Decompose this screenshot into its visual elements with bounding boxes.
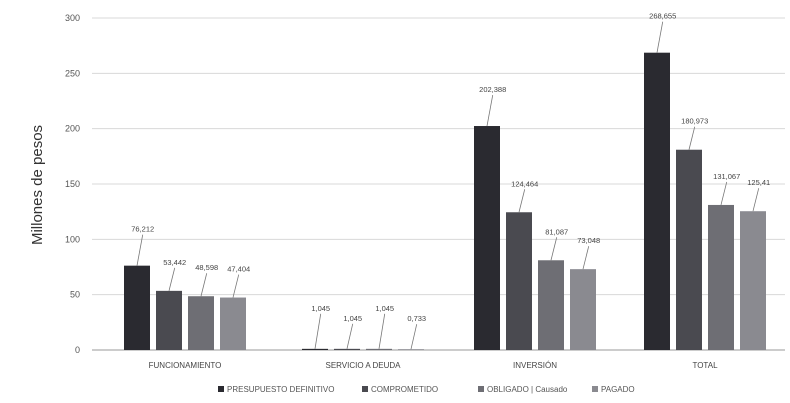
data-label: 81,087 bbox=[545, 227, 568, 236]
bar bbox=[302, 348, 328, 350]
legend-label: COMPROMETIDO bbox=[371, 385, 438, 394]
data-label: 1,045 bbox=[375, 304, 394, 313]
gridlines bbox=[92, 17, 785, 351]
y-tick-label: 100 bbox=[65, 234, 80, 244]
x-category-label: FUNCIONAMIENTO bbox=[149, 361, 222, 370]
data-label: 180,973 bbox=[681, 117, 708, 126]
bar bbox=[220, 297, 246, 350]
bar bbox=[676, 149, 702, 350]
bar bbox=[334, 348, 360, 350]
legend-swatch bbox=[218, 386, 224, 392]
y-tick-label: 0 bbox=[75, 345, 80, 355]
label-leader-line bbox=[720, 181, 728, 206]
data-label: 1,045 bbox=[311, 304, 330, 313]
label-leader-line bbox=[378, 313, 386, 349]
label-leader-line bbox=[656, 21, 664, 53]
bar bbox=[474, 126, 500, 350]
label-leader-line bbox=[688, 126, 696, 150]
data-label: 124,464 bbox=[511, 179, 538, 188]
y-tick-label: 150 bbox=[65, 179, 80, 189]
legend-label: PRESUPUESTO DEFINITIVO bbox=[227, 385, 334, 394]
x-category-label: SERVICIO A DEUDA bbox=[326, 361, 402, 370]
label-leader-line bbox=[314, 313, 322, 349]
y-tick-label: 300 bbox=[65, 13, 80, 23]
bar bbox=[740, 211, 766, 350]
bar bbox=[644, 52, 670, 350]
axes: 0 50 100 150 200 250 300 FUNCIONAMIENTO SERVICIO… bbox=[65, 13, 718, 370]
label-leader-line bbox=[410, 324, 418, 350]
bar bbox=[708, 204, 734, 350]
legend-swatch bbox=[362, 386, 368, 392]
data-label: 202,388 bbox=[479, 85, 506, 94]
label-leader-line bbox=[200, 273, 208, 297]
label-leader-line bbox=[232, 274, 240, 298]
x-category-label: TOTAL bbox=[692, 361, 718, 370]
label-leader-line bbox=[582, 246, 590, 270]
data-labels: 76,212 53,442 48,598 47,404 1,045 1,045 1,045 0… bbox=[131, 12, 770, 350]
legend-label: PAGADO bbox=[601, 385, 635, 394]
data-label: 73,048 bbox=[577, 236, 600, 245]
data-label: 0,733 bbox=[407, 314, 426, 323]
bar bbox=[570, 269, 596, 350]
y-tick-label: 50 bbox=[70, 290, 80, 300]
y-tick-label: 200 bbox=[65, 124, 80, 134]
label-leader-line bbox=[550, 237, 558, 261]
bars bbox=[124, 52, 766, 350]
bar bbox=[124, 265, 150, 350]
data-label: 53,442 bbox=[163, 258, 186, 267]
legend-swatch bbox=[478, 386, 484, 392]
label-leader-line bbox=[136, 234, 144, 266]
bar bbox=[538, 260, 564, 350]
bar bbox=[156, 290, 182, 350]
data-label: 268,655 bbox=[649, 12, 676, 21]
y-axis-title: Millones de pesos bbox=[29, 125, 46, 245]
bar bbox=[366, 348, 392, 350]
x-category-label: INVERSIÓN bbox=[513, 361, 557, 370]
label-leader-line bbox=[752, 188, 760, 212]
y-tick-label: 250 bbox=[65, 68, 80, 78]
data-label: 76,212 bbox=[131, 225, 154, 234]
data-label: 125,41 bbox=[747, 178, 770, 187]
label-leader-line bbox=[346, 323, 354, 349]
label-leader-line bbox=[518, 189, 526, 213]
legend-label: OBLIGADO | Causado bbox=[487, 385, 568, 394]
label-leader-line bbox=[168, 267, 176, 291]
legend: PRESUPUESTO DEFINITIVO COMPROMETIDO OBLIGA… bbox=[218, 385, 635, 394]
data-label: 47,404 bbox=[227, 265, 250, 274]
bar bbox=[506, 212, 532, 350]
bar bbox=[398, 349, 424, 350]
bar bbox=[188, 296, 214, 350]
data-label: 1,045 bbox=[343, 314, 362, 323]
label-leader-line bbox=[486, 94, 494, 127]
legend-swatch bbox=[592, 386, 598, 392]
data-label: 48,598 bbox=[195, 263, 218, 272]
data-label: 131,067 bbox=[713, 172, 740, 181]
